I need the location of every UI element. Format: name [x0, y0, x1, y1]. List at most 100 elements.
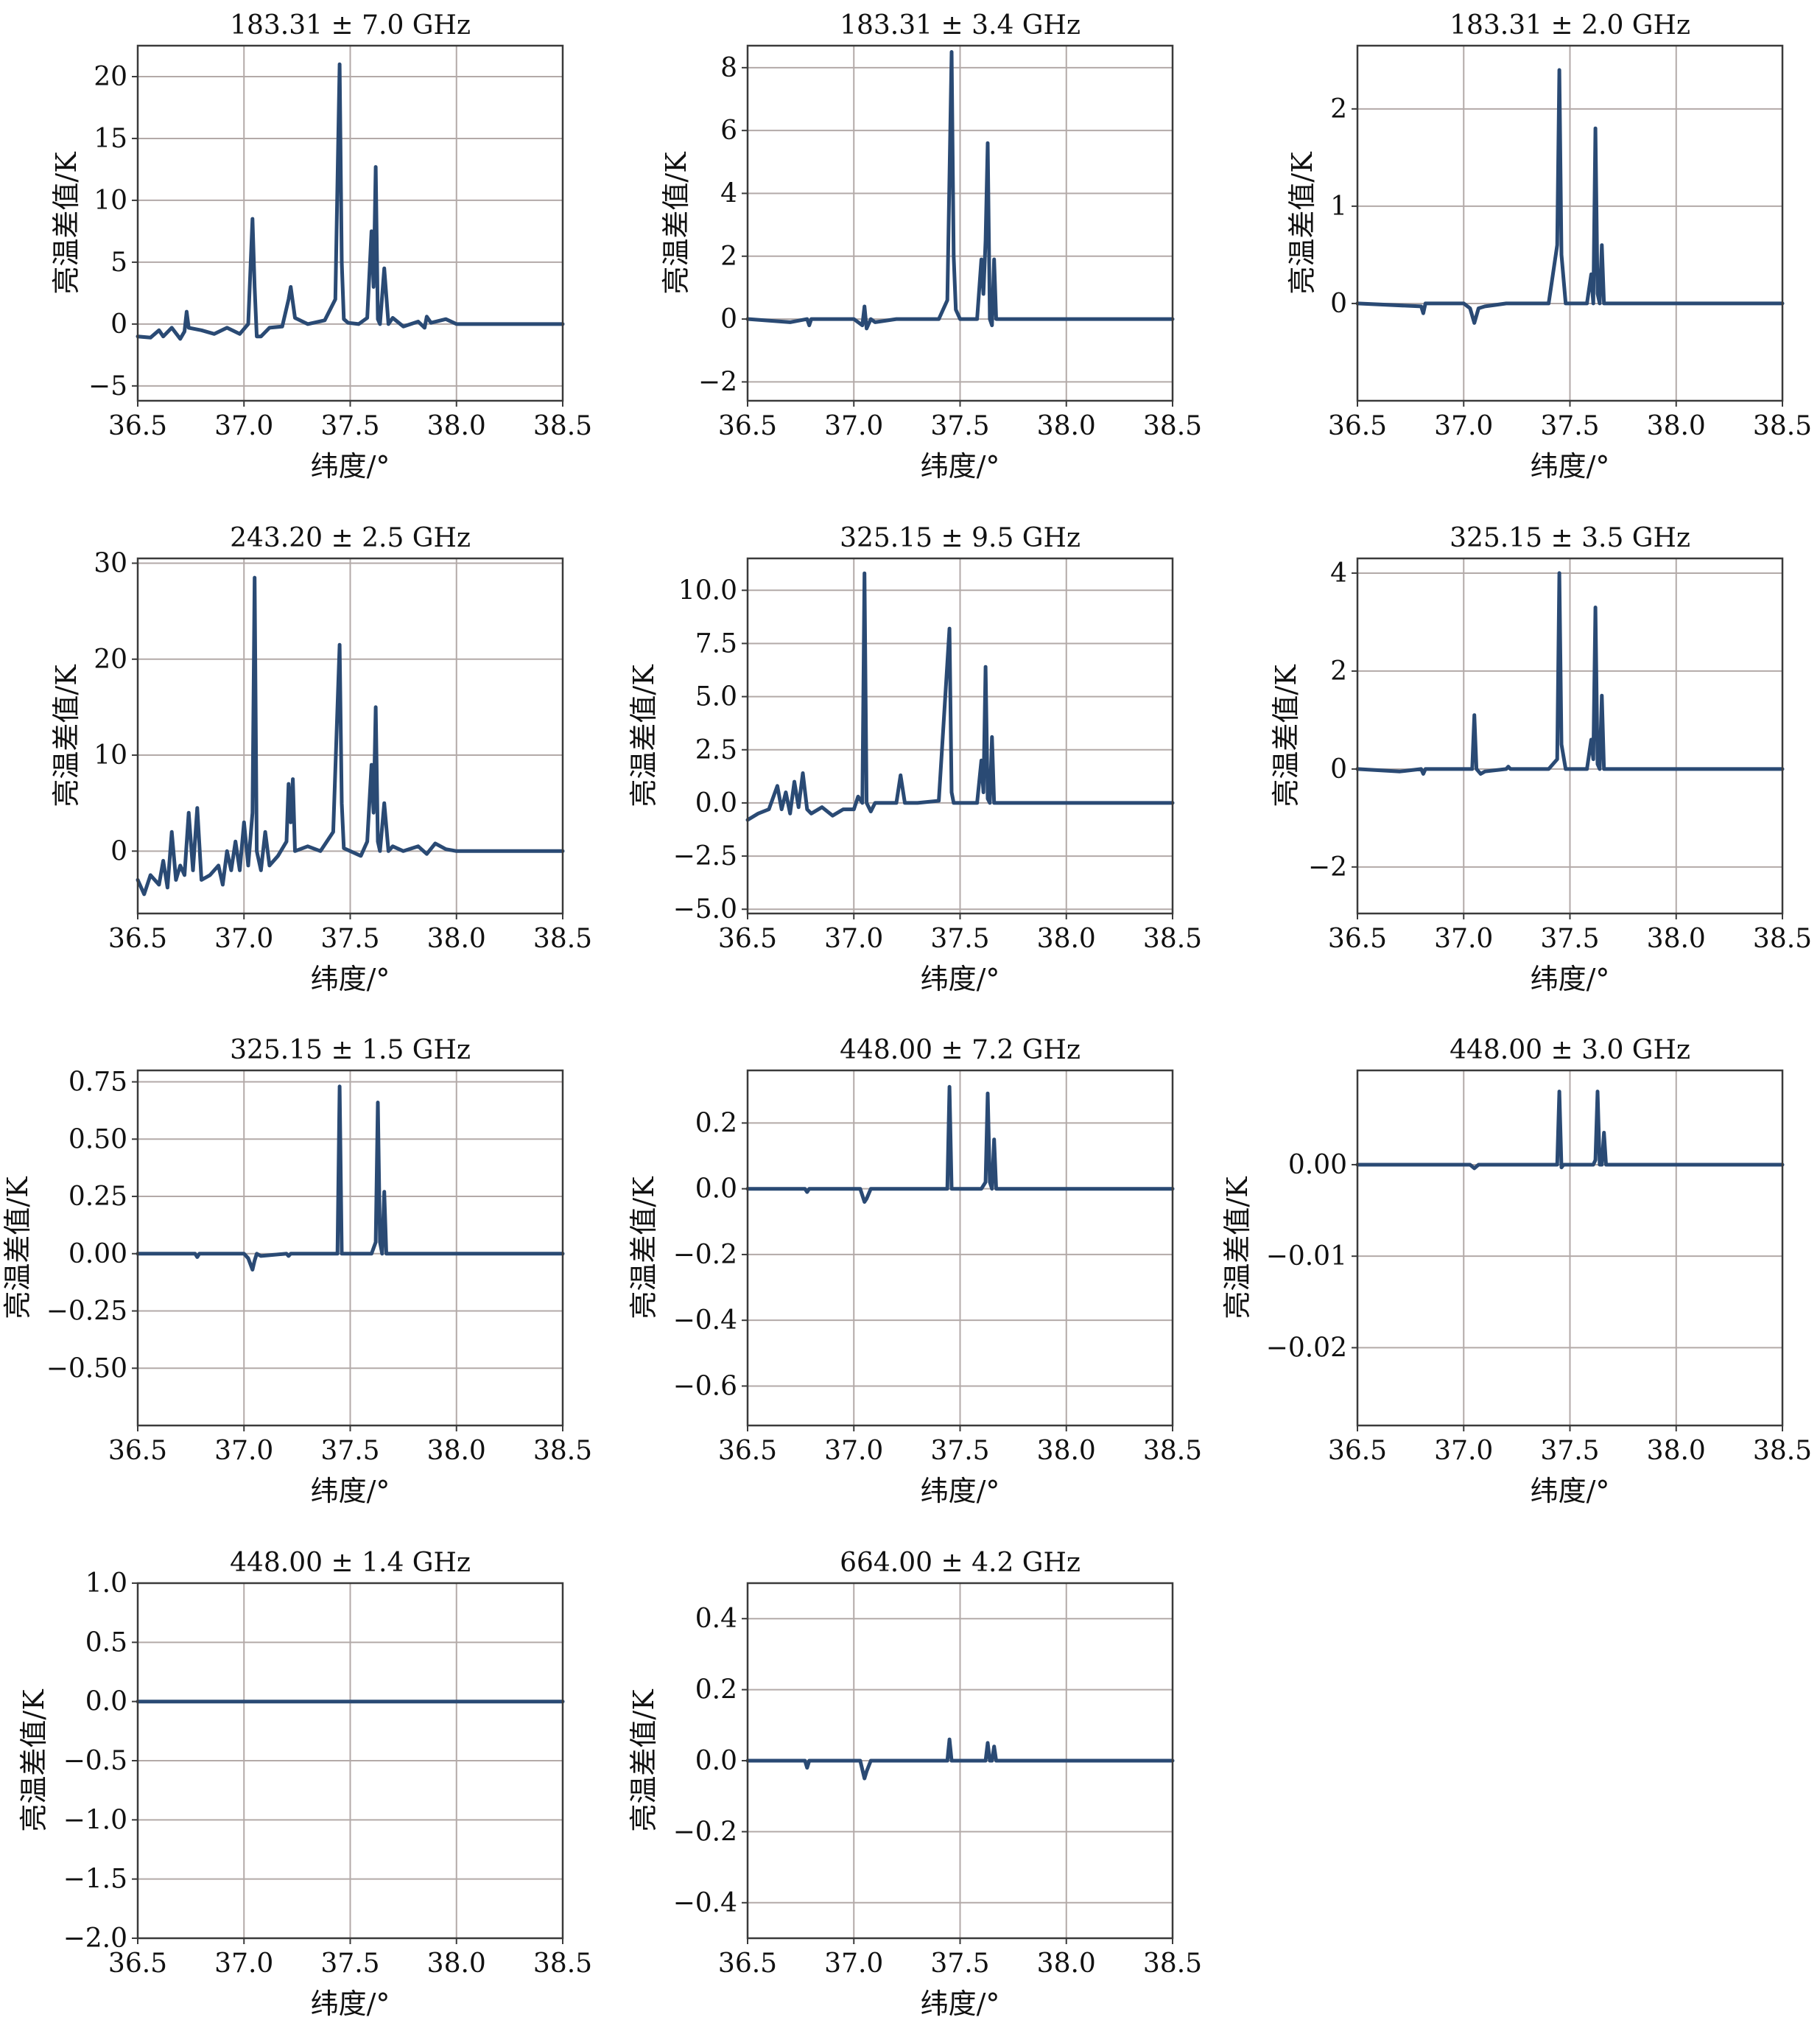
series-line	[136, 1084, 565, 1272]
y-tick-label: −2.0	[63, 1923, 127, 1954]
y-tick-label: 0.2	[695, 1675, 737, 1705]
y-tick-label: 2	[1330, 94, 1347, 125]
series-line	[1355, 571, 1785, 776]
x-tick-label: 37.5	[930, 1949, 989, 1979]
y-tick-label: −0.02	[1266, 1333, 1347, 1363]
x-tick-label: 38.0	[427, 411, 486, 441]
x-tick-label: 38.5	[1753, 924, 1812, 954]
y-tick-label: −0.4	[673, 1888, 737, 1918]
x-tick-label: 37.5	[320, 411, 379, 441]
y-tick-label: 5.0	[695, 682, 737, 712]
y-axis-label: 亮温差值/K	[628, 1176, 660, 1319]
x-axis-label: 纬度/°	[311, 450, 390, 483]
y-axis-label: 亮温差值/K	[1286, 152, 1318, 295]
x-axis-label: 纬度/°	[921, 1475, 1000, 1507]
x-tick-label: 37.5	[320, 1949, 379, 1979]
y-tick-label: −1.0	[63, 1805, 127, 1835]
series-line	[1355, 68, 1785, 325]
x-tick-label: 38.0	[427, 924, 486, 954]
series-line	[745, 1084, 1175, 1204]
panel-2: 36.5 37.0 37.5 38.0 38.5 8 6 4 2 0 −2 183.31 ± 3.4 …	[660, 10, 1202, 483]
chart-title: 183.31 ± 3.4 GHz	[840, 10, 1081, 41]
panel-9: 36.5 37.0 37.5 38.0 38.5 0.00 −0.01 −0.02 448.00…	[1221, 1035, 1812, 1507]
chart-title: 448.00 ± 3.0 GHz	[1450, 1035, 1690, 1065]
panel-1: 36.5 37.0 37.5 38.0 38.5 20 15 10 5 0 −5 183.31 ± 7…	[50, 10, 592, 483]
y-tick-label: 0.75	[68, 1067, 127, 1098]
x-tick-label: 37.5	[320, 924, 379, 954]
y-tick-label: 15	[94, 124, 127, 154]
y-axis-label: 亮温差值/K	[50, 152, 82, 295]
x-tick-label: 36.5	[108, 1949, 167, 1979]
series-line	[745, 1737, 1175, 1781]
y-tick-label: 1	[1330, 192, 1347, 222]
y-tick-label: −1.5	[63, 1865, 127, 1895]
x-tick-label: 36.5	[1328, 924, 1387, 954]
panel-11: 36.5 37.0 37.5 38.0 38.5 0.4 0.2 0.0 −0.2 −0.4 664…	[628, 1548, 1202, 2020]
y-tick-label: 0.25	[68, 1182, 127, 1212]
x-tick-label: 37.0	[214, 1436, 273, 1466]
y-tick-label: −0.25	[46, 1297, 127, 1327]
x-tick-label: 36.5	[1328, 411, 1387, 441]
y-tick-label: −0.2	[673, 1817, 737, 1847]
y-tick-label: 0.0	[695, 1746, 737, 1776]
x-tick-label: 37.5	[930, 1436, 989, 1466]
x-axis-label: 纬度/°	[311, 1475, 390, 1507]
x-tick-label: 38.0	[1037, 1436, 1096, 1466]
panel-6: 36.5 37.0 37.5 38.0 38.5 4 2 0 −2 325.15 ± 3.5 GH…	[1270, 523, 1812, 995]
x-axis-label: 纬度/°	[1531, 963, 1610, 995]
y-tick-label: 2.5	[695, 735, 737, 765]
y-tick-label: 0.2	[695, 1108, 737, 1138]
panel-4: 36.5 37.0 37.5 38.0 38.5 30 20 10 0 243.20 ± 2.5 …	[50, 523, 592, 995]
x-tick-label: 38.0	[1647, 411, 1706, 441]
panel-3: 36.5 37.0 37.5 38.0 38.5 2 1 0 183.31 ± 2.0 GHz 纬…	[1286, 10, 1812, 483]
y-tick-label: 0.4	[695, 1604, 737, 1634]
y-tick-label: 8	[720, 53, 737, 83]
x-axis-label: 纬度/°	[1531, 450, 1610, 483]
y-tick-label: 0.50	[68, 1124, 127, 1154]
y-tick-label: 4	[720, 178, 737, 208]
x-tick-label: 36.5	[718, 1949, 777, 1979]
x-tick-label: 37.5	[1540, 924, 1599, 954]
chart-title: 325.15 ± 9.5 GHz	[840, 523, 1081, 553]
y-axis-label: 亮温差值/K	[1, 1176, 34, 1319]
y-tick-label: −2	[1308, 852, 1347, 883]
chart-title: 183.31 ± 7.0 GHz	[230, 10, 471, 41]
y-tick-label: −0.4	[673, 1305, 737, 1336]
y-tick-label: −0.50	[46, 1353, 127, 1384]
panel-7: 36.5 37.0 37.5 38.0 38.5 0.75 0.50 0.25 0.00 −0.2…	[1, 1035, 592, 1507]
x-tick-label: 38.0	[1037, 411, 1096, 441]
series-line	[745, 571, 1175, 822]
x-axis-label: 纬度/°	[921, 1988, 1000, 2020]
chart-title: 183.31 ± 2.0 GHz	[1450, 10, 1690, 41]
y-tick-label: −5	[88, 371, 127, 401]
x-tick-label: 36.5	[718, 924, 777, 954]
y-tick-label: 10	[94, 740, 127, 771]
chart-title: 664.00 ± 4.2 GHz	[840, 1548, 1081, 1578]
x-tick-label: 37.0	[824, 411, 883, 441]
x-tick-label: 38.5	[1753, 411, 1812, 441]
y-tick-label: 1.0	[85, 1568, 127, 1599]
panel-10: 36.5 37.0 37.5 38.0 38.5 1.0 0.5 0.0 −0.5 −1.0 −1.…	[18, 1548, 592, 2020]
y-tick-label: 0.0	[85, 1687, 127, 1717]
y-tick-label: −5.0	[673, 894, 737, 925]
y-axis-label: 亮温差值/K	[660, 152, 692, 295]
chart-title: 325.15 ± 3.5 GHz	[1450, 523, 1690, 553]
x-tick-label: 36.5	[108, 1436, 167, 1466]
series-line	[745, 50, 1175, 331]
x-tick-label: 37.0	[824, 924, 883, 954]
chart-title: 448.00 ± 1.4 GHz	[230, 1548, 471, 1578]
y-tick-label: −0.01	[1266, 1241, 1347, 1272]
x-tick-label: 37.5	[930, 411, 989, 441]
y-tick-label: −0.5	[63, 1746, 127, 1776]
y-tick-label: −2.5	[673, 841, 737, 872]
series-line	[1355, 1090, 1785, 1171]
x-axis-label: 纬度/°	[921, 963, 1000, 995]
y-tick-label: 4	[1330, 558, 1347, 589]
x-tick-label: 36.5	[718, 411, 777, 441]
y-tick-label: 0	[110, 836, 127, 866]
x-tick-label: 38.5	[533, 411, 592, 441]
x-axis-label: 纬度/°	[311, 963, 390, 995]
y-tick-label: 0.00	[68, 1239, 127, 1269]
x-tick-label: 38.0	[1647, 1436, 1706, 1466]
